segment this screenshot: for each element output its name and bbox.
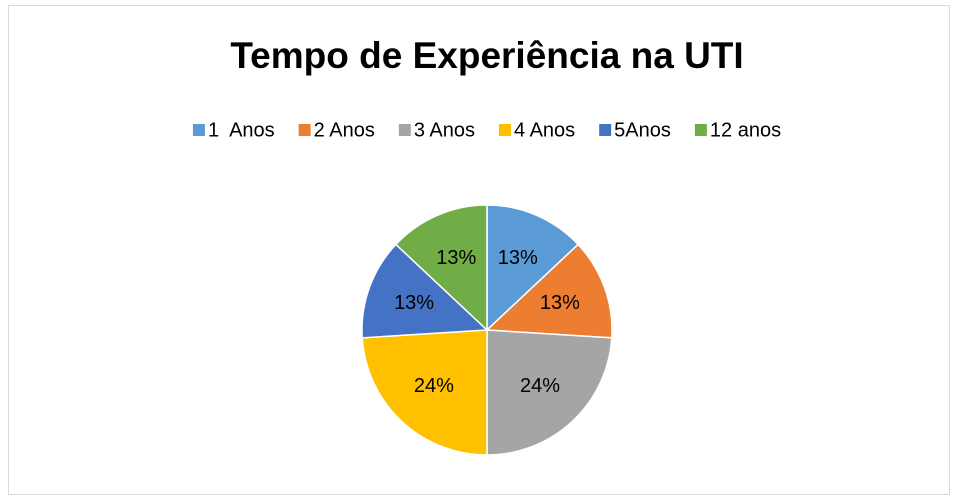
data-label: 13% [394,292,434,314]
pie-slice [486,329,613,456]
legend-swatch [499,124,511,136]
data-label: 13% [436,247,476,269]
pie-slice [485,243,613,339]
data-label: 13% [498,247,538,269]
legend-swatch [694,124,707,136]
legend-label: 1 Anos [208,119,275,141]
legend-label: 3 Anos [414,119,475,141]
pie-slice [486,204,580,332]
pie-slice [394,204,488,332]
legend-label: 12 anos [710,119,781,141]
pie-slice [361,243,489,339]
data-label: 24% [414,375,454,397]
data-label: 13% [540,292,580,314]
legend-label: 4 Anos [514,119,575,141]
legend-label: 5Anos [614,119,671,141]
pie-slice [361,329,488,456]
legend-swatch [192,124,205,136]
legend-label: 2 Anos [314,119,375,141]
legend-swatch [398,124,411,136]
legend-swatch [599,124,612,136]
chart-title: Tempo de Experiência na UTI [230,35,743,76]
legend-swatch [298,124,311,136]
data-label: 24% [520,375,560,397]
